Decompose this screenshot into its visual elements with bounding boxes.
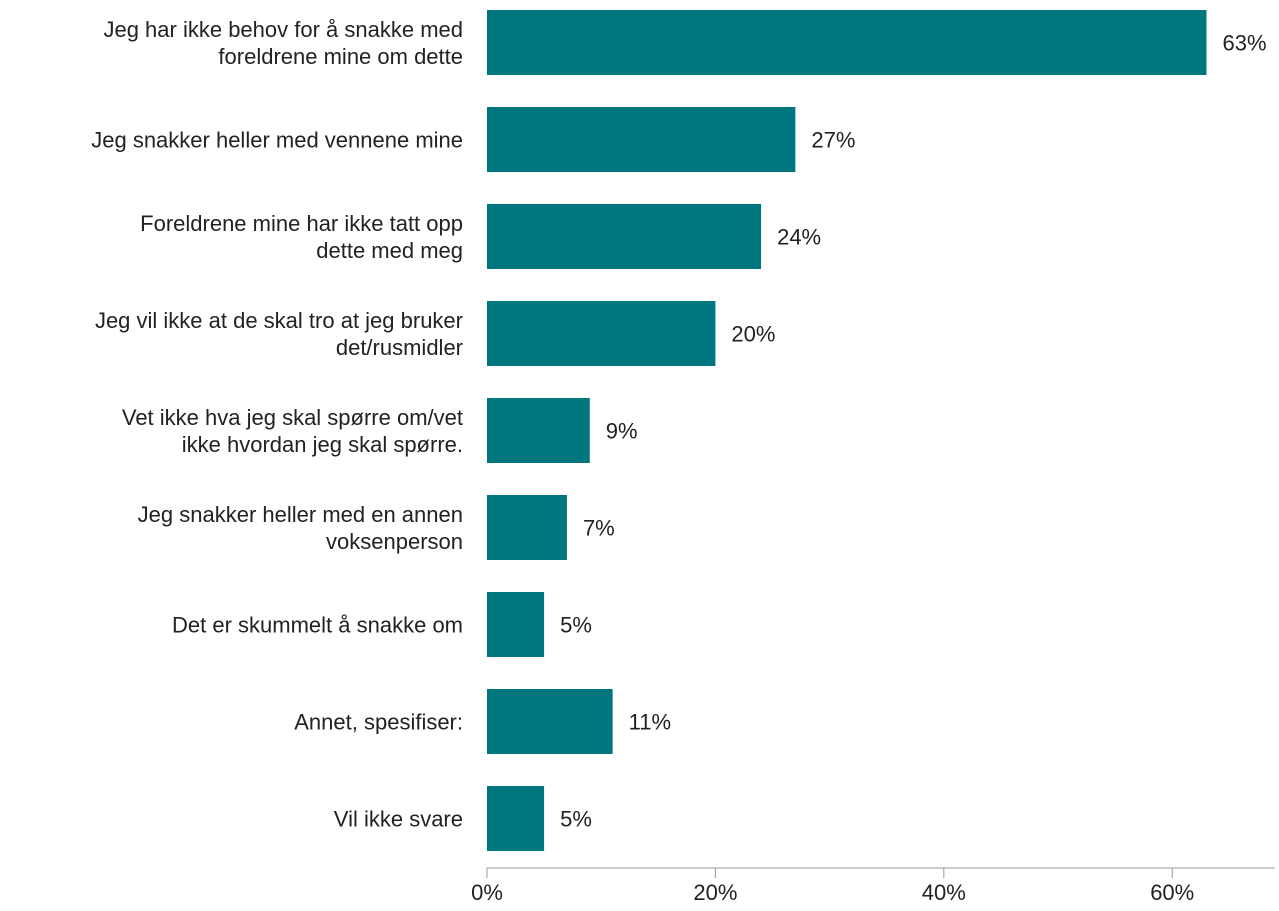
- bar: [487, 786, 545, 851]
- x-tick-label: 0%: [471, 880, 503, 905]
- x-tick-label: 20%: [693, 880, 737, 905]
- category-label: Vet ikke hva jeg skal spørre om/vet ikke…: [121, 404, 463, 457]
- category-label: Jeg snakker heller med en annen voksenpe…: [137, 501, 463, 554]
- x-tick-label: 40%: [922, 880, 966, 905]
- category-label: Det er skummelt å snakke om: [172, 612, 463, 637]
- bar: [487, 107, 796, 172]
- category-label: Annet, spesifiser:: [294, 709, 463, 734]
- value-label: 20%: [731, 321, 775, 346]
- bar: [487, 204, 762, 269]
- value-label: 63%: [1222, 30, 1266, 55]
- value-label: 11%: [629, 709, 671, 734]
- value-label: 5%: [560, 612, 592, 637]
- category-label: Jeg vil ikke at de skal tro at jeg bruke…: [94, 307, 463, 360]
- category-label: Jeg snakker heller med vennene mine: [91, 127, 463, 152]
- bar: [487, 398, 590, 463]
- value-label: 7%: [583, 515, 615, 540]
- bar: [487, 495, 567, 560]
- category-label: Foreldrene mine har ikke tatt opp dette …: [140, 210, 463, 263]
- value-label: 5%: [560, 806, 592, 831]
- category-label: Jeg har ikke behov for å snakke med fore…: [103, 16, 463, 69]
- bar: [487, 689, 613, 754]
- x-tick-label: 60%: [1150, 880, 1194, 905]
- bar: [487, 10, 1207, 75]
- value-label: 27%: [811, 127, 855, 152]
- category-label: Vil ikke svare: [333, 806, 463, 831]
- bar: [487, 301, 716, 366]
- value-label: 9%: [606, 418, 638, 443]
- bar: [487, 592, 545, 657]
- value-label: 24%: [777, 224, 821, 249]
